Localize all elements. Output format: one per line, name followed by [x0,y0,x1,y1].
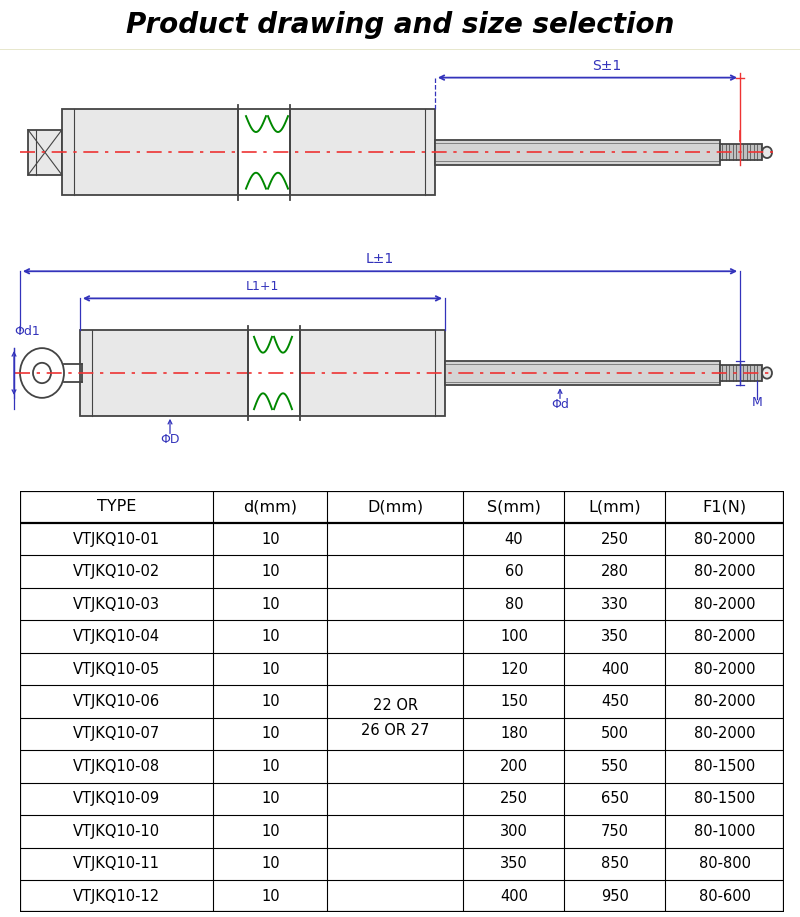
Text: 650: 650 [601,791,629,806]
Text: 950: 950 [601,889,629,903]
Text: d(mm): d(mm) [243,500,298,514]
Text: VTJKQ10-10: VTJKQ10-10 [73,823,160,839]
Circle shape [762,147,772,158]
Text: 80-1000: 80-1000 [694,823,755,839]
Text: 80-600: 80-600 [698,889,750,903]
Text: 80-2000: 80-2000 [694,694,755,709]
Text: 80-1500: 80-1500 [694,759,755,774]
Text: 80-2000: 80-2000 [694,564,755,580]
Text: 10: 10 [261,726,279,742]
Text: 10: 10 [261,856,279,871]
Text: 80-2000: 80-2000 [694,629,755,644]
Text: 250: 250 [500,791,528,806]
Text: D(mm): D(mm) [367,500,423,514]
Text: ΦD: ΦD [160,433,180,446]
Text: Φd1: Φd1 [14,325,40,337]
Text: 80-2000: 80-2000 [694,532,755,547]
Bar [62,109,238,195]
Text: VTJKQ10-08: VTJKQ10-08 [73,759,160,774]
Bar [720,365,762,381]
Text: VTJKQ10-07: VTJKQ10-07 [73,726,160,742]
Bar [720,145,762,160]
Text: 300: 300 [500,823,528,839]
Text: 80-2000: 80-2000 [694,597,755,612]
Text: 180: 180 [500,726,528,742]
Text: 250: 250 [601,532,629,547]
Text: 10: 10 [261,661,279,677]
Text: VTJKQ10-02: VTJKQ10-02 [73,564,160,580]
Text: 10: 10 [261,791,279,806]
Text: 10: 10 [261,694,279,709]
Text: 80-2000: 80-2000 [694,661,755,677]
Text: 80-1500: 80-1500 [694,791,755,806]
Text: Φd: Φd [551,398,569,411]
Text: 10: 10 [261,629,279,644]
Text: VTJKQ10-12: VTJKQ10-12 [73,889,160,903]
Text: 10: 10 [261,532,279,547]
Text: VTJKQ10-11: VTJKQ10-11 [73,856,160,871]
Text: Product drawing and size selection: Product drawing and size selection [126,11,674,39]
Text: 200: 200 [500,759,528,774]
Text: 550: 550 [601,759,629,774]
Text: 10: 10 [261,597,279,612]
Text: 850: 850 [601,856,629,871]
Text: 80-800: 80-800 [698,856,750,871]
Bar [300,330,445,416]
Text: 22 OR
26 OR 27: 22 OR 26 OR 27 [362,698,430,737]
Text: L±1: L±1 [366,252,394,266]
Text: VTJKQ10-09: VTJKQ10-09 [73,791,160,806]
Text: TYPE: TYPE [97,500,136,514]
Text: 80-2000: 80-2000 [694,726,755,742]
Text: 450: 450 [601,694,629,709]
Text: 40: 40 [505,532,523,547]
Text: 60: 60 [505,564,523,580]
Text: 120: 120 [500,661,528,677]
Bar [28,129,62,175]
Text: 330: 330 [601,597,629,612]
Text: 10: 10 [261,823,279,839]
Text: VTJKQ10-03: VTJKQ10-03 [73,597,160,612]
Text: F1(N): F1(N) [702,500,746,514]
Text: 10: 10 [261,759,279,774]
Text: 80: 80 [505,597,523,612]
Text: L1+1: L1+1 [246,281,278,293]
Text: 400: 400 [500,889,528,903]
Text: VTJKQ10-05: VTJKQ10-05 [73,661,160,677]
Text: VTJKQ10-01: VTJKQ10-01 [73,532,160,547]
Bar [80,330,248,416]
Text: 280: 280 [601,564,629,580]
Text: 750: 750 [601,823,629,839]
Text: 10: 10 [261,889,279,903]
Bar [445,360,720,385]
Text: M: M [752,396,762,409]
Text: VTJKQ10-06: VTJKQ10-06 [73,694,160,709]
Text: VTJKQ10-04: VTJKQ10-04 [73,629,160,644]
Circle shape [762,368,772,379]
Text: 350: 350 [601,629,629,644]
Bar [435,140,720,165]
Text: L(mm): L(mm) [589,500,642,514]
Text: 350: 350 [500,856,528,871]
Text: S(mm): S(mm) [487,500,541,514]
Text: 100: 100 [500,629,528,644]
Text: 400: 400 [601,661,629,677]
Text: 10: 10 [261,564,279,580]
Text: 500: 500 [601,726,629,742]
Text: 150: 150 [500,694,528,709]
Text: S±1: S±1 [592,59,622,72]
Bar [290,109,435,195]
